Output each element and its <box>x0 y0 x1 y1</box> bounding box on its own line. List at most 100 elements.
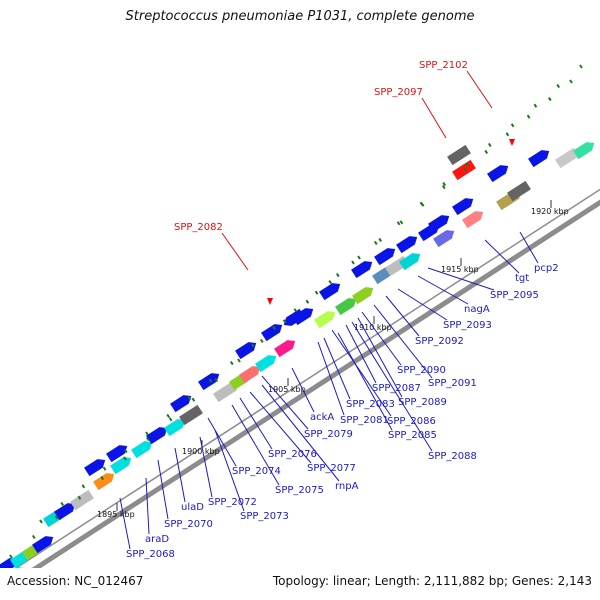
gene-label[interactable]: SPP_2068 <box>126 549 175 560</box>
gene-feature <box>164 419 186 437</box>
gene-feature <box>374 248 396 266</box>
gene-feature <box>274 340 296 358</box>
gene-leader-line <box>174 447 186 503</box>
highlight-marker-icon <box>509 139 515 146</box>
gene-leader-line <box>361 311 402 366</box>
gene-feature <box>179 404 203 426</box>
feature-marker <box>487 142 492 147</box>
gene-feature <box>239 366 261 384</box>
gene-leader-line <box>261 384 340 482</box>
gene-feature <box>314 311 336 329</box>
gene-label[interactable]: SPP_2081 <box>340 415 389 426</box>
gene-label[interactable]: SPP_2087 <box>372 383 421 394</box>
feature-marker <box>145 436 150 441</box>
gene-feature <box>452 198 474 216</box>
feature-marker <box>465 162 469 167</box>
gene-label[interactable]: tgt <box>515 273 529 284</box>
highlight-gene-label[interactable]: SPP_2102 <box>419 60 468 71</box>
feature-marker <box>441 185 446 190</box>
feature-marker <box>547 97 552 102</box>
gene-label[interactable]: nagA <box>464 304 490 315</box>
gene-feature <box>170 395 192 413</box>
feature-marker <box>145 431 149 436</box>
gene-label[interactable]: pcp2 <box>534 263 559 274</box>
feature-marker <box>526 114 531 119</box>
gene-label[interactable]: SPP_2083 <box>346 399 395 410</box>
gene-leader-line <box>157 459 169 520</box>
gene-label[interactable]: SPP_2072 <box>208 497 257 508</box>
gene-label[interactable]: SPP_2073 <box>240 511 289 522</box>
scale-label: 1905 kbp <box>268 385 306 394</box>
gene-feature <box>487 165 509 183</box>
gene-feature <box>433 230 455 248</box>
feature-marker <box>81 484 86 489</box>
gene-label[interactable]: SPP_2076 <box>268 449 317 460</box>
feature-marker <box>569 79 573 84</box>
gene-feature <box>84 459 106 477</box>
feature-marker <box>9 554 13 559</box>
gene-leader-line <box>345 324 377 384</box>
feature-marker <box>102 466 107 471</box>
gene-feature <box>93 473 115 491</box>
feature-marker <box>510 123 515 128</box>
gene-label[interactable]: SPP_2088 <box>428 451 477 462</box>
gene-label[interactable]: SPP_2089 <box>398 397 447 408</box>
feature-marker <box>168 417 173 422</box>
gene-leader-line <box>351 321 433 452</box>
feature-marker <box>357 255 361 260</box>
gene-label[interactable]: SPP_2075 <box>275 485 324 496</box>
feature-marker <box>505 132 510 137</box>
gene-feature <box>452 159 476 181</box>
gene-feature <box>428 215 450 233</box>
feature-marker <box>293 308 298 313</box>
feature-marker <box>351 260 355 265</box>
gene-feature <box>292 308 314 326</box>
highlight-gene-label[interactable]: SPP_2097 <box>374 87 423 98</box>
feature-marker <box>272 325 277 330</box>
highlight-leader-line <box>421 97 447 139</box>
gene-label[interactable]: rnpA <box>335 481 359 492</box>
gene-leader-line <box>337 332 393 431</box>
gene-leader-line <box>357 317 403 398</box>
gene-label[interactable]: ulaD <box>181 502 204 513</box>
gene-label[interactable]: SPP_2086 <box>387 416 436 427</box>
gene-label[interactable]: SPP_2090 <box>397 365 446 376</box>
gene-leader-line <box>373 304 433 379</box>
gene-label[interactable]: araD <box>145 534 169 545</box>
gene-label[interactable]: SPP_2093 <box>443 320 492 331</box>
feature-marker <box>60 501 65 506</box>
feature-marker <box>305 299 310 304</box>
gene-label[interactable]: ackA <box>310 412 334 423</box>
gene-label[interactable]: SPP_2092 <box>415 336 464 347</box>
gene-label[interactable]: SPP_2085 <box>388 430 437 441</box>
highlight-marker-icon <box>267 298 273 305</box>
gene-leader-line <box>397 288 448 321</box>
gene-label[interactable]: SPP_2070 <box>164 519 213 530</box>
gene-label[interactable]: SPP_2091 <box>428 378 477 389</box>
gene-leader-line <box>249 391 312 464</box>
gene-leader-line <box>317 341 345 416</box>
gene-label[interactable]: SPP_2077 <box>307 463 356 474</box>
feature-marker <box>484 149 489 154</box>
feature-marker <box>54 515 59 520</box>
gene-feature <box>399 253 421 271</box>
gene-leader-line <box>291 367 315 413</box>
gene-label[interactable]: SPP_2079 <box>304 429 353 440</box>
gene-label[interactable]: SPP_2095 <box>490 290 539 301</box>
scale-label: 1895 kbp <box>97 510 135 519</box>
gene-feature <box>351 261 373 279</box>
gene-label[interactable]: SPP_2074 <box>232 466 281 477</box>
gene-leader-line <box>239 397 273 450</box>
feature-marker <box>328 280 333 285</box>
gene-feature <box>335 298 357 316</box>
highlight-gene-label[interactable]: SPP_2082 <box>174 222 223 233</box>
feature-marker <box>187 396 192 401</box>
feature-marker <box>100 476 105 481</box>
genome-backbone <box>31 199 600 568</box>
feature-marker <box>463 167 467 172</box>
gene-feature <box>319 283 341 301</box>
feature-marker <box>314 290 319 295</box>
feature-marker <box>579 64 583 69</box>
gene-feature <box>396 236 418 254</box>
gene-leader-line <box>323 337 351 400</box>
